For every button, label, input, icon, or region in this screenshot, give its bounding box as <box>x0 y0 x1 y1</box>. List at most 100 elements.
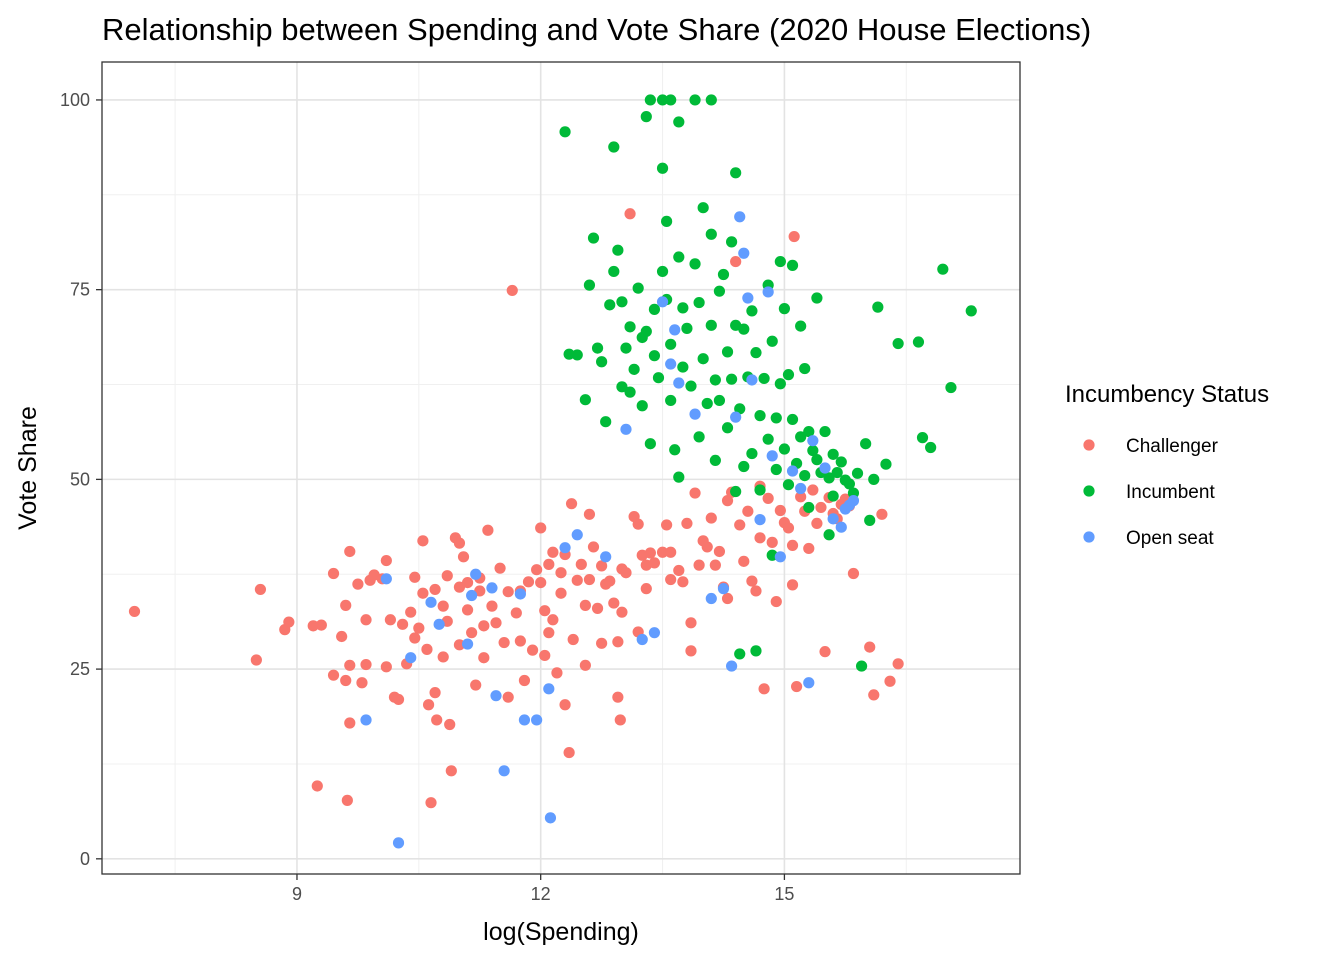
point-incumbent <box>640 111 652 123</box>
minor-gridlines <box>102 62 1020 874</box>
point-incumbent <box>843 478 855 490</box>
point-challenger <box>128 605 141 618</box>
point-open-seat <box>819 462 831 474</box>
point-challenger <box>713 545 726 558</box>
point-challenger <box>884 675 896 687</box>
point-challenger <box>437 651 449 663</box>
point-challenger <box>490 617 502 629</box>
point-incumbent <box>892 337 904 350</box>
point-open-seat <box>392 837 405 849</box>
point-incumbent <box>624 321 636 333</box>
point-challenger <box>709 559 721 571</box>
point-incumbent <box>628 363 640 375</box>
x-axis-title: log(Spending) <box>483 918 639 946</box>
point-challenger <box>587 541 600 553</box>
point-challenger <box>624 208 636 220</box>
point-challenger <box>336 630 348 643</box>
point-incumbent <box>786 259 799 271</box>
point-incumbent <box>709 374 721 386</box>
legend-key-open-seat <box>1083 531 1095 543</box>
legend-entries: Challenger Incumbent Open seat <box>1083 436 1219 549</box>
point-challenger <box>250 654 262 666</box>
point-incumbent <box>616 381 628 393</box>
point-challenger <box>644 547 656 559</box>
data-points <box>128 94 977 849</box>
point-challenger <box>693 559 705 571</box>
point-incumbent <box>803 425 815 438</box>
point-incumbent <box>734 648 746 660</box>
point-challenger <box>396 618 409 630</box>
point-incumbent <box>713 394 726 407</box>
point-incumbent <box>681 322 693 334</box>
point-challenger <box>661 519 673 531</box>
point-challenger <box>380 554 392 567</box>
point-incumbent <box>738 323 750 335</box>
point-challenger <box>738 555 750 567</box>
point-challenger <box>506 284 518 297</box>
point-challenger <box>705 512 717 524</box>
point-open-seat <box>656 296 669 308</box>
point-challenger <box>444 718 456 731</box>
point-incumbent <box>925 441 937 454</box>
point-incumbent <box>819 425 831 438</box>
point-incumbent <box>656 265 669 278</box>
point-challenger <box>770 595 782 608</box>
point-open-seat <box>543 683 555 695</box>
y-tick-label: 25 <box>70 659 90 679</box>
point-open-seat <box>766 450 778 462</box>
point-incumbent <box>831 466 843 479</box>
point-challenger <box>795 491 807 503</box>
point-incumbent <box>559 126 571 138</box>
point-open-seat <box>847 495 860 507</box>
point-incumbent <box>770 412 782 424</box>
legend-key-incumbent <box>1083 485 1095 497</box>
point-open-seat <box>746 374 758 386</box>
point-incumbent <box>778 443 791 455</box>
point-challenger <box>876 508 888 520</box>
point-challenger <box>754 532 766 544</box>
point-open-seat <box>795 482 807 495</box>
point-incumbent <box>778 303 791 315</box>
point-incumbent <box>583 279 596 291</box>
point-challenger <box>461 576 474 589</box>
point-challenger <box>575 558 587 570</box>
point-incumbent <box>579 394 591 406</box>
point-incumbent <box>608 141 620 153</box>
point-incumbent <box>693 431 705 443</box>
point-incumbent <box>726 236 738 248</box>
point-incumbent <box>758 372 770 385</box>
point-challenger <box>254 583 267 596</box>
point-challenger <box>311 780 323 792</box>
point-open-seat <box>518 714 531 726</box>
point-incumbent <box>746 447 758 460</box>
point-challenger <box>766 536 778 548</box>
point-challenger <box>563 746 575 759</box>
point-challenger <box>734 519 746 531</box>
point-challenger <box>579 599 591 611</box>
point-incumbent <box>937 263 949 275</box>
point-incumbent <box>608 265 620 278</box>
point-incumbent <box>713 285 726 297</box>
point-challenger <box>510 607 522 619</box>
point-challenger <box>620 567 632 579</box>
point-incumbent <box>774 255 786 268</box>
point-incumbent <box>860 438 872 450</box>
point-challenger <box>565 498 578 510</box>
point-challenger <box>847 567 860 580</box>
point-incumbent <box>640 325 652 338</box>
point-challenger <box>640 583 652 595</box>
legend-label-open-seat: Open seat <box>1126 528 1214 549</box>
point-incumbent <box>827 448 839 460</box>
point-challenger <box>429 687 441 699</box>
point-challenger <box>677 576 689 588</box>
point-challenger <box>774 504 786 517</box>
point-open-seat <box>636 633 648 646</box>
legend-label-incumbent: Incumbent <box>1126 482 1215 503</box>
point-incumbent <box>786 413 799 426</box>
point-incumbent <box>620 342 632 354</box>
point-challenger <box>470 679 482 691</box>
point-challenger <box>315 619 327 631</box>
point-open-seat <box>571 529 583 541</box>
point-incumbent <box>811 454 823 466</box>
